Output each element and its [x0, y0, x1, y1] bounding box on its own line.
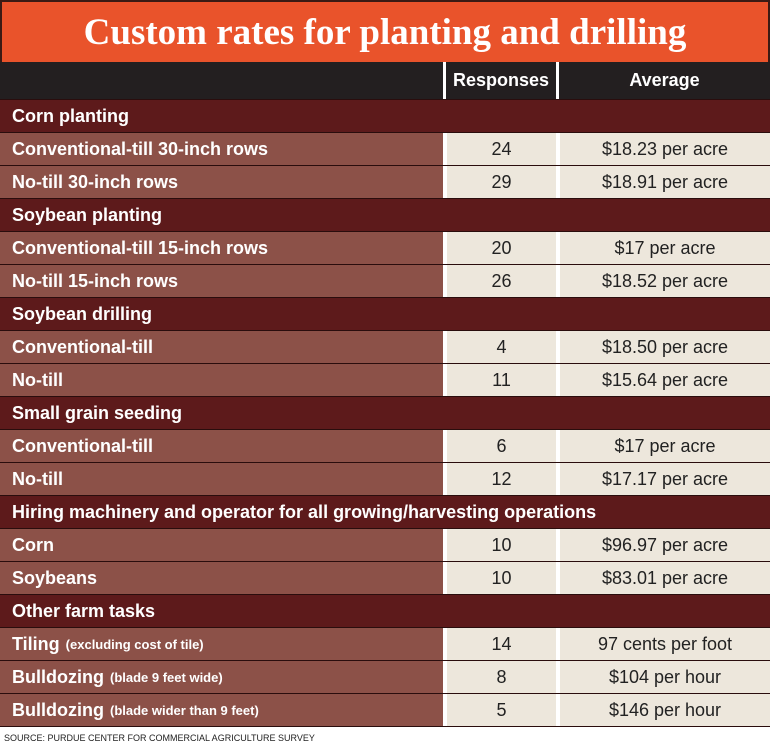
row-label: No-till	[0, 364, 443, 396]
average: $17 per acre	[560, 430, 770, 462]
responses: 8	[447, 661, 556, 693]
header-row: Responses Average	[0, 62, 770, 100]
section-header: Corn planting	[0, 100, 770, 133]
header-responses: Responses	[443, 62, 556, 99]
label-note: (excluding cost of tile)	[65, 636, 204, 652]
responses: 10	[447, 529, 556, 561]
label-text: Soybeans	[12, 567, 98, 588]
row-label: Soybeans	[0, 562, 443, 594]
data-row: Conventional-till 6 $17 per acre	[0, 430, 770, 463]
average: $18.23 per acre	[560, 133, 770, 165]
data-row: Bulldozing (blade 9 feet wide) 8 $104 per h…	[0, 661, 770, 694]
rate-table: Responses Average Corn planting Conventio…	[0, 62, 770, 727]
data-row: No-till 12 $17.17 per acre	[0, 463, 770, 496]
section-header: Soybean drilling	[0, 298, 770, 331]
label-text: Bulldozing	[12, 666, 104, 687]
data-row: No-till 11 $15.64 per acre	[0, 364, 770, 397]
responses: 24	[447, 133, 556, 165]
label-text: Conventional-till	[12, 336, 153, 357]
row-label: Conventional-till 15-inch rows	[0, 232, 443, 264]
label-text: Conventional-till 15-inch rows	[12, 237, 269, 258]
average: $18.91 per acre	[560, 166, 770, 198]
responses: 11	[447, 364, 556, 396]
row-label: Conventional-till	[0, 331, 443, 363]
section-header: Hiring machinery and operator for all gr…	[0, 496, 770, 529]
average: $18.50 per acre	[560, 331, 770, 363]
title: Custom rates for planting and drilling	[0, 0, 770, 62]
row-label: Bulldozing (blade wider than 9 feet)	[0, 694, 443, 726]
average: $17 per acre	[560, 232, 770, 264]
average: $96.97 per acre	[560, 529, 770, 561]
responses: 12	[447, 463, 556, 495]
average: $15.64 per acre	[560, 364, 770, 396]
responses: 6	[447, 430, 556, 462]
label-text: No-till 30-inch rows	[12, 171, 179, 192]
row-label: Bulldozing (blade 9 feet wide)	[0, 661, 443, 693]
row-label: Corn	[0, 529, 443, 561]
average: $83.01 per acre	[560, 562, 770, 594]
data-row: Bulldozing (blade wider than 9 feet) 5 $146…	[0, 694, 770, 727]
section-header: Small grain seeding	[0, 397, 770, 430]
label-note: (blade 9 feet wide)	[109, 669, 223, 685]
section-header: Other farm tasks	[0, 595, 770, 628]
row-label: No-till 30-inch rows	[0, 166, 443, 198]
data-row: Conventional-till 4 $18.50 per acre	[0, 331, 770, 364]
header-average: Average	[556, 62, 770, 99]
data-row: No-till 30-inch rows 29 $18.91 per acre	[0, 166, 770, 199]
row-label: No-till	[0, 463, 443, 495]
data-row: Conventional-till 15-inch rows 20 $17 per …	[0, 232, 770, 265]
label-text: No-till	[12, 369, 63, 390]
row-label: Conventional-till 30-inch rows	[0, 133, 443, 165]
source: SOURCE: PURDUE CENTER FOR COMMERCIAL AGR…	[4, 733, 315, 743]
row-label: Tiling (excluding cost of tile)	[0, 628, 443, 660]
average: $17.17 per acre	[560, 463, 770, 495]
responses: 14	[447, 628, 556, 660]
label-text: Conventional-till	[12, 435, 153, 456]
label-note: (blade wider than 9 feet)	[109, 702, 259, 718]
label-text: Tiling	[12, 633, 60, 654]
average: $18.52 per acre	[560, 265, 770, 297]
data-row: Soybeans 10 $83.01 per acre	[0, 562, 770, 595]
responses: 29	[447, 166, 556, 198]
data-row: Tiling (excluding cost of tile) 14 97 cents…	[0, 628, 770, 661]
label-text: Corn	[12, 534, 54, 555]
average: $146 per hour	[560, 694, 770, 726]
header-blank	[0, 62, 443, 99]
row-label: No-till 15-inch rows	[0, 265, 443, 297]
responses: 5	[447, 694, 556, 726]
data-row: Corn 10 $96.97 per acre	[0, 529, 770, 562]
responses: 4	[447, 331, 556, 363]
row-label: Conventional-till	[0, 430, 443, 462]
data-row: Conventional-till 30-inch rows 24 $18.23 p…	[0, 133, 770, 166]
label-text: Conventional-till 30-inch rows	[12, 138, 269, 159]
average: 97 cents per foot	[560, 628, 770, 660]
responses: 10	[447, 562, 556, 594]
responses: 20	[447, 232, 556, 264]
data-row: No-till 15-inch rows 26 $18.52 per acre	[0, 265, 770, 298]
label-text: No-till	[12, 468, 63, 489]
label-text: No-till 15-inch rows	[12, 270, 179, 291]
average: $104 per hour	[560, 661, 770, 693]
responses: 26	[447, 265, 556, 297]
label-text: Bulldozing	[12, 699, 104, 720]
section-header: Soybean planting	[0, 199, 770, 232]
